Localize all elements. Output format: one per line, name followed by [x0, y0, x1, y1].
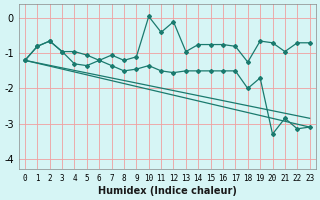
X-axis label: Humidex (Indice chaleur): Humidex (Indice chaleur)	[98, 186, 237, 196]
